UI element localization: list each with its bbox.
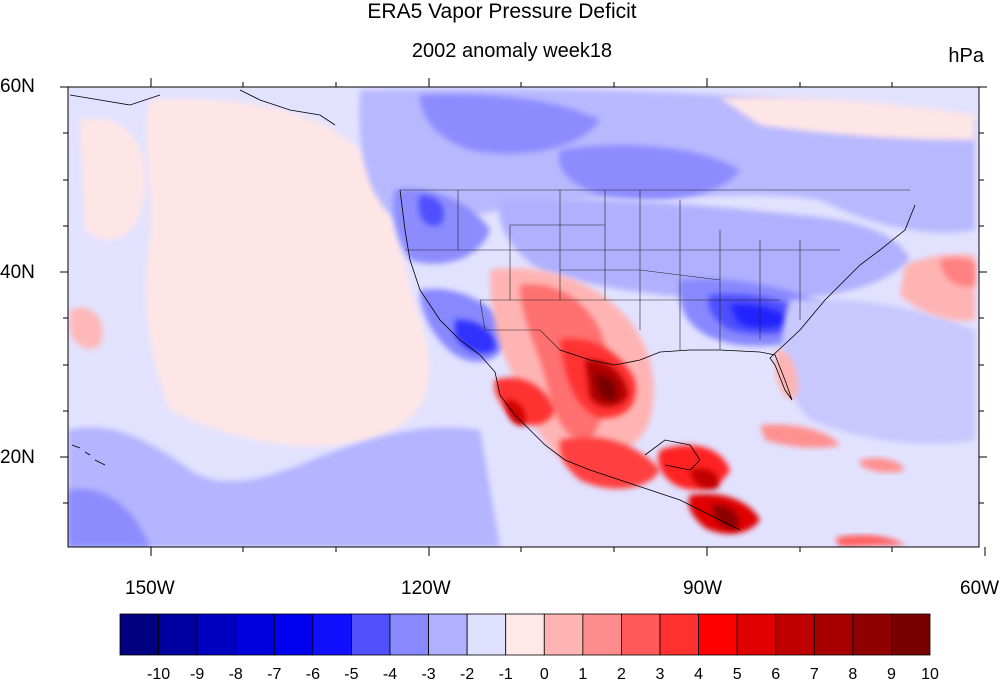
colorbar-swatch xyxy=(582,613,622,656)
lon-tick-label: 60W xyxy=(960,578,1000,599)
lon-tick-label: 150W xyxy=(125,578,175,599)
caribbean-positive-area xyxy=(860,458,905,473)
socal-negative-area xyxy=(455,319,496,354)
pacific-positive-area xyxy=(146,99,430,446)
colorbar-swatch xyxy=(813,613,854,656)
colorbar-label: -3 xyxy=(421,666,435,681)
colorbar-swatch xyxy=(235,613,275,656)
pacific-positive-area xyxy=(80,118,146,240)
colorbar-label: 4 xyxy=(694,666,703,681)
central-america-positive-area xyxy=(712,504,739,529)
caribbean-positive-area xyxy=(760,424,840,448)
colorbar-label: -8 xyxy=(229,666,243,681)
colorbar-label: -1 xyxy=(499,666,513,681)
chart-title: ERA5 Vapor Pressure Deficit xyxy=(367,0,637,23)
yucatan-coastline xyxy=(644,439,701,471)
colorbar-label: -4 xyxy=(383,666,397,681)
lon-tick-label: 90W xyxy=(683,578,723,599)
northwest-negative-area xyxy=(393,189,490,264)
colorbar-label: 8 xyxy=(848,666,857,681)
lat-tick-label: 20N xyxy=(0,447,35,468)
texas-max-area xyxy=(596,374,617,400)
units-label: hPa xyxy=(948,45,984,67)
gulf-atlantic-coastline xyxy=(559,204,916,401)
colorbar-label: -10 xyxy=(147,666,170,681)
colorbar-swatch xyxy=(466,613,507,656)
colorbar-swatch xyxy=(736,613,777,656)
colorbar-label: -5 xyxy=(344,666,358,681)
state-borders xyxy=(400,189,910,351)
chart-subtitle: 2002 anomaly week18 xyxy=(411,40,613,62)
colorbar-label: -6 xyxy=(306,666,320,681)
colorbar-label: 2 xyxy=(617,666,626,681)
northwest-negative-area xyxy=(418,195,444,226)
colorbar-label: 0 xyxy=(540,666,549,681)
colorbar-label: 1 xyxy=(578,666,587,681)
colorbar-swatch xyxy=(273,613,314,656)
central-us-negative-area xyxy=(499,198,910,300)
colorbar-swatch xyxy=(659,613,699,656)
lon-tick-label: 120W xyxy=(401,578,451,599)
pacific-negative-area xyxy=(68,427,500,547)
colorbar-label: 7 xyxy=(810,666,819,681)
pacific-positive-area xyxy=(70,307,103,350)
colorbar-swatch xyxy=(505,613,545,656)
pacific-coastline xyxy=(399,189,741,531)
atlantic-positive-area xyxy=(940,258,975,287)
axis-ticks xyxy=(60,78,987,556)
anomaly-field xyxy=(68,87,979,547)
map-frame xyxy=(67,86,980,548)
canada-positive-area xyxy=(720,97,975,140)
colorbar-swatch xyxy=(389,613,429,656)
florida-positive-area xyxy=(775,349,798,399)
atlantic-negative-area xyxy=(781,299,975,444)
central-mexico-positive-area xyxy=(559,436,660,489)
colorbar-swatch xyxy=(158,613,198,656)
caribbean-positive-area xyxy=(835,534,905,547)
pacific-negative-area xyxy=(68,489,150,547)
colorbar-swatch xyxy=(852,613,892,656)
colorbar-swatch xyxy=(312,613,352,656)
colorbar-swatch xyxy=(351,613,391,656)
lat-tick-label: 40N xyxy=(0,262,35,283)
colorbar-label: 9 xyxy=(887,666,896,681)
canada-negative-area xyxy=(420,94,600,154)
colorbar-swatch xyxy=(196,613,237,656)
colorbar-label: -2 xyxy=(460,666,474,681)
colorbar-label: 5 xyxy=(733,666,742,681)
colorbar-label: 3 xyxy=(656,666,665,681)
colorbar-swatch xyxy=(119,613,159,656)
baja-positive-area xyxy=(505,399,526,426)
colorbar-label: -9 xyxy=(190,666,204,681)
colorbar-label: -7 xyxy=(267,666,281,681)
colorbar-label: 10 xyxy=(921,666,939,681)
colorbar-swatch xyxy=(621,613,661,656)
hawaii-coastline xyxy=(71,444,106,466)
colorbar-swatch xyxy=(428,613,468,656)
alaska-coastline xyxy=(239,89,336,126)
coastlines xyxy=(69,89,916,531)
canada-negative-area xyxy=(559,145,740,200)
colorbar-swatch xyxy=(775,613,815,656)
colorbar-swatch xyxy=(543,613,584,656)
colorbar-label: 6 xyxy=(771,666,780,681)
alaska-coastline xyxy=(69,94,161,106)
colorbar-swatch xyxy=(891,613,931,656)
southern-mexico-positive-area xyxy=(690,468,719,490)
colorbar-swatch xyxy=(698,613,738,656)
colorbar: -10 -9 -8 -7 -6 -5 -4 -3 -2 -1 0 1 2 3 4 5 6 7 8 9 10 xyxy=(119,613,939,681)
lat-tick-label: 60N xyxy=(0,76,35,97)
